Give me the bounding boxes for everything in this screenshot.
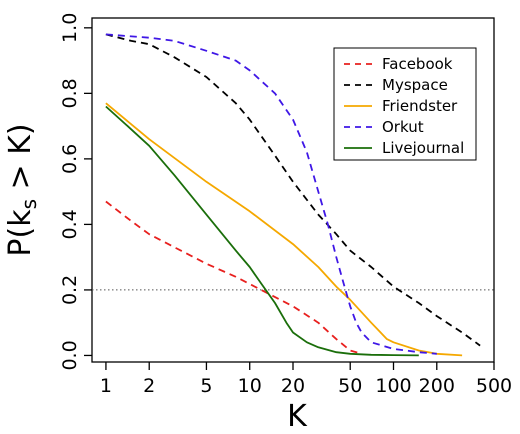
x-axis: 1 2 5 10 20 50 100 200 500 bbox=[100, 362, 512, 397]
legend-label-livejournal: Livejournal bbox=[382, 139, 464, 157]
legend-label-orkut: Orkut bbox=[382, 118, 424, 136]
x-tick-label: 1 bbox=[100, 375, 112, 397]
y-axis-label: P(ks > K) bbox=[3, 123, 41, 256]
y-tick-label: 0.4 bbox=[59, 209, 81, 239]
series-line-friendster bbox=[105, 102, 463, 357]
series-line-livejournal bbox=[105, 105, 419, 357]
legend-box bbox=[333, 47, 477, 161]
y-tick-label: 0.0 bbox=[59, 340, 81, 370]
x-tick-label: 100 bbox=[375, 375, 411, 397]
y-axis-label-subscript: s bbox=[17, 199, 41, 209]
legend: Facebook Myspace Friendster Orkut Livejourna… bbox=[333, 47, 477, 161]
x-tick-label: 50 bbox=[338, 375, 362, 397]
series-line-myspace bbox=[105, 33, 481, 347]
x-axis-label: K bbox=[287, 399, 308, 434]
series-line-facebook bbox=[105, 200, 362, 355]
x-tick-label: 20 bbox=[281, 375, 305, 397]
y-tick-label: 0.8 bbox=[59, 78, 81, 108]
legend-label-friendster: Friendster bbox=[382, 97, 458, 115]
x-tick-label: 5 bbox=[200, 375, 212, 397]
y-tick-label: 0.2 bbox=[59, 275, 81, 305]
x-tick-label: 2 bbox=[143, 375, 155, 397]
x-tick-label: 200 bbox=[419, 375, 455, 397]
y-tick-label: 1.0 bbox=[59, 13, 81, 43]
legend-label-myspace: Myspace bbox=[382, 76, 448, 94]
x-tick-label: 10 bbox=[238, 375, 262, 397]
y-tick-label: 0.6 bbox=[59, 144, 81, 174]
legend-label-facebook: Facebook bbox=[382, 55, 453, 73]
y-axis-label-main: P(k bbox=[3, 209, 38, 257]
y-axis-label-rest: > K) bbox=[3, 123, 38, 199]
x-tick-label: 500 bbox=[476, 375, 512, 397]
series-group bbox=[105, 33, 481, 357]
y-axis: 0.0 0.2 0.4 0.6 0.8 1.0 bbox=[59, 13, 92, 371]
